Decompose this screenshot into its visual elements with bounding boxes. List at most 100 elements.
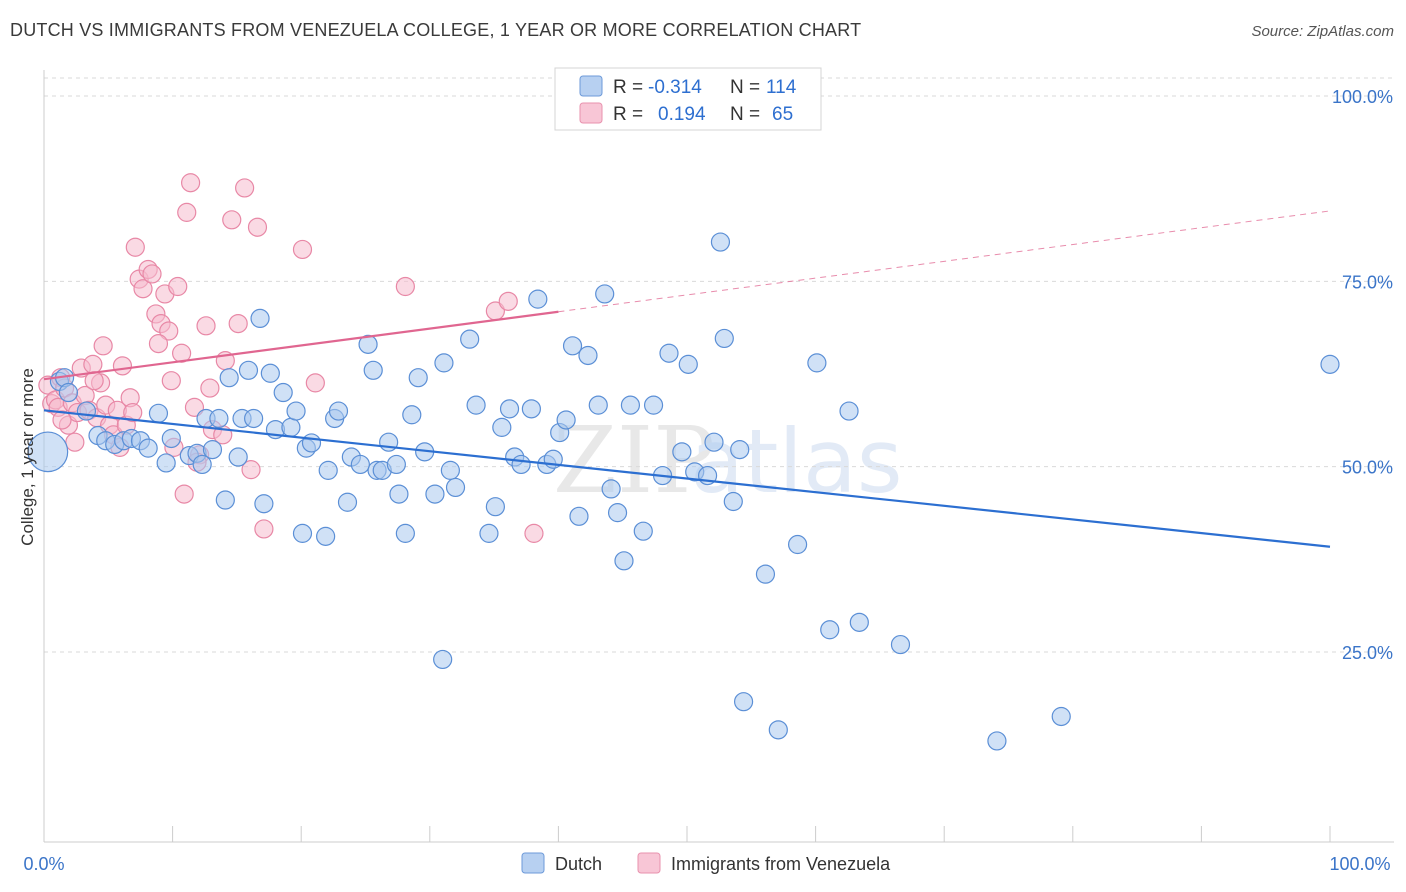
dutch-point	[358, 334, 378, 354]
dutch-point	[607, 503, 628, 523]
y-tick-label-100: 100.0%	[1332, 87, 1393, 107]
venezuela-point	[305, 373, 325, 393]
legend: R = -0.314 N = 114 R = 0.194 N = 65	[554, 67, 822, 131]
venezuela-point	[498, 291, 518, 311]
dutch-point	[521, 399, 541, 419]
y-tick-label-25: 25.0%	[1342, 643, 1393, 663]
dutch-point	[402, 405, 422, 425]
dutch-point	[58, 382, 79, 403]
venezuela-point	[228, 313, 248, 334]
dutch-point	[820, 620, 840, 640]
dutch-point	[1051, 706, 1071, 727]
dutch-point	[659, 343, 679, 363]
dutch-point	[440, 460, 460, 480]
dutch-point	[839, 401, 859, 421]
dutch-point	[714, 328, 734, 349]
dutch-point	[238, 360, 259, 380]
dutch-point	[318, 460, 338, 480]
dutch-point	[485, 497, 505, 517]
dutch-point	[620, 395, 641, 415]
y-axis-title: College, 1 year or more	[18, 368, 37, 546]
venezuela-point	[254, 519, 274, 539]
venezuela-point	[196, 316, 216, 336]
page-title: DUTCH VS IMMIGRANTS FROM VENEZUELA COLLE…	[10, 20, 862, 40]
dutch-point	[710, 232, 731, 252]
dutch-point	[643, 395, 664, 415]
legend-swatch-venezuela	[579, 102, 603, 124]
dutch-point	[672, 442, 692, 462]
dutch-point	[460, 329, 480, 349]
dutch-point	[987, 731, 1007, 751]
venezuela-point	[235, 178, 255, 198]
x-ticks	[43, 826, 1331, 842]
dutch-point	[492, 417, 512, 437]
y-tick-label-75: 75.0%	[1342, 272, 1393, 292]
dutch-point	[890, 634, 911, 655]
dutch-point	[292, 523, 313, 543]
series-venezuela-points	[38, 173, 544, 543]
dutch-point	[301, 433, 322, 453]
venezuela-point	[247, 217, 268, 237]
venezuela-point	[159, 321, 179, 341]
venezuela-point	[200, 378, 220, 398]
venezuela-point	[142, 264, 162, 284]
dutch-point	[27, 431, 69, 473]
dutch-point	[434, 353, 454, 373]
venezuela-point	[177, 202, 197, 222]
dutch-point	[316, 526, 336, 546]
dutch-point	[445, 477, 466, 498]
legend-r-label-dutch: R =	[613, 77, 643, 98]
dutch-point	[479, 523, 499, 543]
legend-n-label-venezuela: N =	[730, 104, 760, 125]
dutch-point	[215, 490, 235, 510]
dutch-point	[704, 432, 724, 452]
dutch-point	[219, 368, 239, 388]
venezuela-point	[148, 334, 169, 354]
venezuela-point	[93, 336, 113, 356]
dutch-point	[273, 382, 293, 403]
dutch-point	[787, 534, 808, 555]
trend-line-venezuela-extension	[558, 210, 1331, 313]
trend-line-dutch	[43, 409, 1331, 548]
dutch-point	[678, 354, 698, 374]
venezuela-point	[222, 210, 242, 230]
venezuela-point	[241, 460, 261, 480]
dutch-point	[386, 454, 406, 475]
venezuela-point	[52, 410, 72, 430]
dutch-point	[588, 395, 608, 415]
x-tick-label-min: 0.0%	[23, 854, 64, 874]
dutch-point	[250, 308, 270, 328]
legend-n-label-dutch: N =	[730, 77, 760, 98]
watermark: ZIP atlas	[553, 407, 903, 514]
legend-n-value-venezuela: 65	[772, 104, 793, 125]
dutch-point	[614, 551, 634, 571]
venezuela-point	[181, 173, 201, 193]
dutch-point	[192, 454, 212, 475]
x-tick-label-max: 100.0%	[1329, 854, 1390, 874]
legend-r-value-dutch: -0.314	[648, 77, 702, 98]
legend-r-label-venezuela: R =	[613, 104, 643, 125]
dutch-point	[633, 521, 653, 541]
venezuela-point	[65, 432, 85, 452]
dutch-point	[807, 353, 827, 373]
dutch-point	[209, 408, 229, 429]
dutch-point	[595, 284, 615, 304]
venezuela-point	[161, 371, 181, 391]
dutch-point	[254, 494, 274, 514]
dutch-point	[202, 440, 223, 460]
venezuela-point	[184, 397, 205, 417]
dutch-point	[156, 453, 176, 473]
bottom-legend-label-dutch: Dutch	[555, 854, 602, 874]
dutch-point	[528, 289, 548, 309]
watermark-zip: ZIP	[553, 407, 715, 514]
source-note: Source: ZipAtlas.com	[1251, 23, 1394, 40]
dutch-point	[350, 454, 370, 475]
legend-n-value-dutch: 114	[766, 77, 797, 98]
trend-lines	[43, 210, 1331, 548]
dutch-point	[76, 401, 97, 421]
dutch-point	[755, 564, 776, 584]
dutch-point	[244, 408, 264, 429]
dutch-point	[1320, 354, 1340, 374]
venezuela-point	[524, 523, 544, 543]
